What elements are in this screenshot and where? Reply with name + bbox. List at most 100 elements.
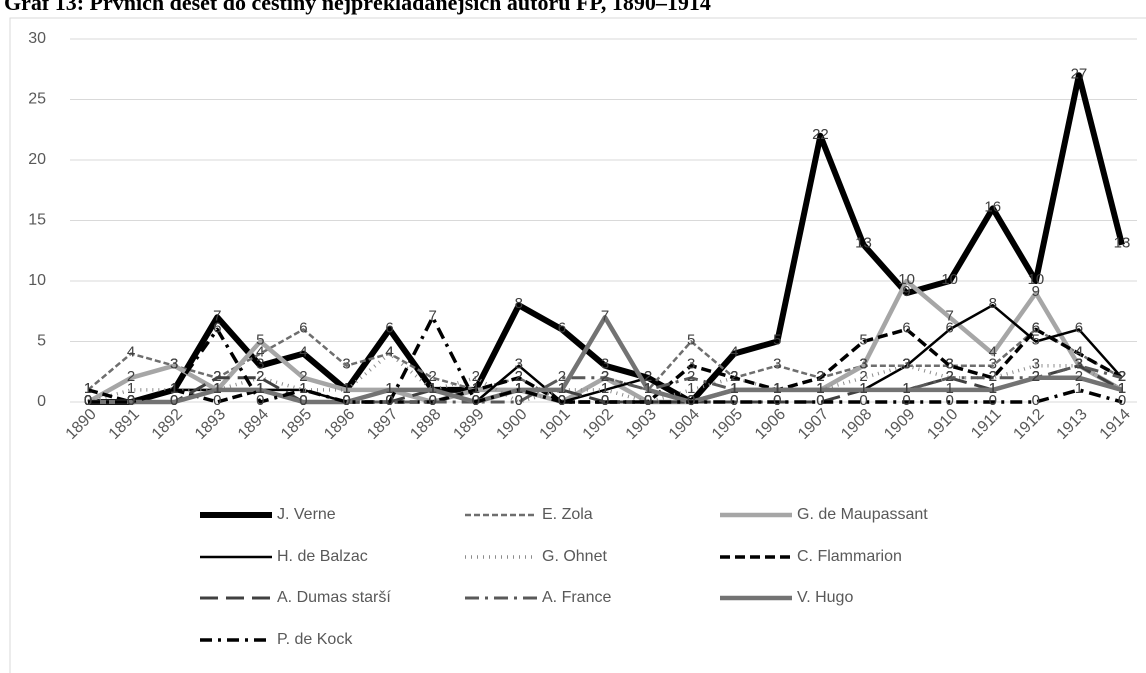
legend-label: E. Zola	[542, 506, 593, 523]
data-label: 6	[945, 319, 953, 336]
data-label: 0	[84, 392, 92, 409]
data-label: 3	[902, 356, 910, 373]
data-label: 1	[816, 380, 824, 397]
data-label: 0	[299, 392, 307, 409]
data-label: 0	[644, 392, 652, 409]
data-label: 1	[601, 380, 609, 397]
data-label: 0	[127, 392, 135, 409]
data-label: 1	[428, 380, 436, 397]
data-label: 6	[385, 319, 393, 336]
data-label: 1	[472, 380, 480, 397]
data-label: 3	[687, 356, 695, 373]
data-label: 1	[84, 380, 92, 397]
x-tick-label: 1906	[752, 406, 789, 443]
data-label: 0	[558, 392, 566, 409]
data-label: 2	[730, 368, 738, 385]
data-label: 1	[773, 380, 781, 397]
data-label: 1	[989, 380, 997, 397]
data-label: 1	[428, 380, 436, 397]
data-label: 0	[170, 392, 178, 409]
data-label: 3	[1032, 356, 1040, 373]
data-label: 1	[730, 380, 738, 397]
data-label: 2	[989, 368, 997, 385]
data-label: 0	[558, 392, 566, 409]
data-label: 0	[256, 392, 264, 409]
data-label: 3	[945, 356, 953, 373]
data-label: 6	[902, 319, 910, 336]
data-label: 1	[1118, 380, 1126, 397]
data-label: 0	[773, 392, 781, 409]
data-label: 0	[84, 392, 92, 409]
legend-label: J. Verne	[277, 506, 336, 523]
series-line	[88, 364, 1123, 404]
data-label: 4	[730, 344, 738, 361]
x-tick-label: 1909	[881, 406, 918, 443]
data-label: 6	[213, 319, 221, 336]
data-label: 0	[472, 392, 480, 409]
x-tick-label: 1903	[623, 406, 660, 443]
data-label: 1	[515, 380, 523, 397]
data-label: 1	[385, 380, 393, 397]
data-label: 0	[687, 392, 695, 409]
data-label: 7	[213, 307, 221, 324]
data-label: 2	[644, 368, 652, 385]
data-label: 3	[859, 356, 867, 373]
legend-label: V. Hugo	[797, 589, 853, 606]
data-label: 0	[84, 392, 92, 409]
data-label: 2	[256, 368, 264, 385]
data-label: 0	[773, 392, 781, 409]
data-label: 2	[299, 368, 307, 385]
data-label: 6	[299, 319, 307, 336]
x-tick-label: 1912	[1010, 406, 1047, 443]
data-label: 5	[687, 331, 695, 348]
data-label: 0	[558, 392, 566, 409]
data-label: 7	[601, 307, 609, 324]
data-label: 1	[816, 380, 824, 397]
data-label: 0	[385, 392, 393, 409]
data-label: 3	[342, 356, 350, 373]
data-label: 27	[1071, 65, 1088, 82]
data-label: 2	[1118, 368, 1126, 385]
data-label: 2	[213, 368, 221, 385]
data-label: 1	[902, 380, 910, 397]
data-label: 1	[515, 380, 523, 397]
data-label: 3	[902, 356, 910, 373]
data-label: 0	[472, 392, 480, 409]
data-label: 3	[945, 356, 953, 373]
data-label: 0	[644, 392, 652, 409]
x-tick-label: 1891	[106, 406, 143, 443]
data-label: 0	[127, 392, 135, 409]
y-tick-label: 10	[28, 272, 46, 289]
data-label: 2	[730, 368, 738, 385]
data-label: 0	[472, 392, 480, 409]
data-label: 7	[945, 307, 953, 324]
data-label: 0	[558, 392, 566, 409]
data-label: 0	[515, 392, 523, 409]
data-label: 0	[687, 392, 695, 409]
data-label: 9	[902, 283, 910, 300]
data-label: 0	[989, 392, 997, 409]
x-tick-label: 1911	[968, 406, 1004, 442]
data-label: 0	[127, 392, 135, 409]
data-label: 5	[859, 331, 867, 348]
x-tick-label: 1900	[493, 406, 530, 443]
data-label: 1	[472, 380, 480, 397]
data-label: 13	[855, 235, 872, 252]
data-label: 1	[213, 380, 221, 397]
data-label: 0	[644, 392, 652, 409]
y-tick-label: 25	[28, 91, 46, 108]
data-label: 0	[299, 392, 307, 409]
data-label: 0	[342, 392, 350, 409]
data-label: 1	[170, 380, 178, 397]
data-label: 0	[127, 392, 135, 409]
data-label: 1	[773, 380, 781, 397]
data-label: 1	[859, 380, 867, 397]
data-label: 1	[170, 380, 178, 397]
x-tick-label: 1897	[364, 406, 401, 443]
data-label: 3	[601, 356, 609, 373]
data-label: 0	[428, 392, 436, 409]
data-label: 1	[773, 380, 781, 397]
data-label: 2	[558, 368, 566, 385]
data-label: 1	[1118, 380, 1126, 397]
data-label: 0	[84, 392, 92, 409]
